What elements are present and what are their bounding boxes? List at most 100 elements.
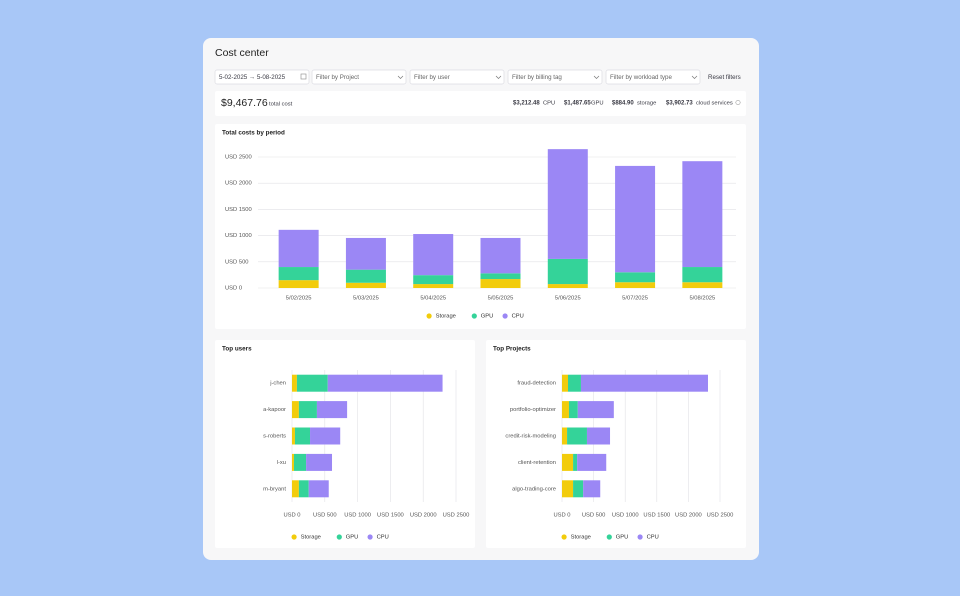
legend-swatch xyxy=(561,534,567,540)
chevron xyxy=(593,75,600,79)
total-cost: $9,467.76 xyxy=(221,97,268,109)
legend-swatch xyxy=(637,534,643,540)
cost-value: $3,902.73 xyxy=(666,101,693,107)
bar-segment xyxy=(562,453,574,471)
bar-segment xyxy=(547,258,588,285)
y-tick-label: m-bryant xyxy=(263,486,286,492)
date-picker[interactable] xyxy=(214,69,310,85)
workload-type-filter[interactable] xyxy=(605,69,701,85)
legend-label: Storage xyxy=(301,535,321,541)
billing-tag-filter-label[interactable]: Filter by billing tag xyxy=(512,74,562,81)
bar-segment xyxy=(580,374,708,392)
legend-label: CPU xyxy=(647,535,659,541)
bar-segment xyxy=(562,427,568,445)
bar-segment xyxy=(296,374,328,392)
legend-label: CPU xyxy=(377,535,389,541)
x-tick-label: 5/08/2025 xyxy=(689,296,715,302)
x-tick-label: USD 0 xyxy=(553,513,570,519)
x-tick-label: 5/04/2025 xyxy=(420,296,446,302)
info-icon[interactable] xyxy=(735,100,741,105)
chart-title: Top Projects xyxy=(493,346,531,353)
bar-segment xyxy=(573,480,584,498)
bar-segment xyxy=(577,401,614,419)
y-tick-label: fraud-detection xyxy=(517,381,556,387)
bar-segment xyxy=(568,374,581,392)
legend-swatch xyxy=(367,534,373,540)
legend-label: GPU xyxy=(481,314,494,320)
bar-segment xyxy=(292,427,295,445)
bar-segment xyxy=(567,427,587,445)
bar-segment xyxy=(293,453,307,471)
x-tick-label: USD 2000 xyxy=(410,513,437,519)
bar-segment xyxy=(413,275,454,285)
project-filter[interactable] xyxy=(311,69,407,85)
bar-segment xyxy=(306,453,333,471)
user-filter[interactable] xyxy=(409,69,505,85)
bar-segment xyxy=(292,401,299,419)
bar-segment xyxy=(316,401,348,419)
legend-swatch xyxy=(291,534,297,540)
bar-segment xyxy=(278,267,319,281)
bar-segment xyxy=(583,480,601,498)
summary-panel xyxy=(215,91,746,116)
y-tick-label: USD 2000 xyxy=(225,181,252,187)
user-filter-label[interactable]: Filter by user xyxy=(414,74,450,81)
chevron xyxy=(495,75,502,79)
x-tick-label: 5/02/2025 xyxy=(286,296,312,302)
x-tick-label: USD 0 xyxy=(283,513,300,519)
y-tick-label: l-xu xyxy=(277,460,286,466)
x-tick-label: USD 2500 xyxy=(443,513,470,519)
project-filter-label[interactable]: Filter by Project xyxy=(316,74,359,81)
y-tick-label: credit-risk-modeling xyxy=(505,434,556,440)
bar-segment xyxy=(413,284,454,288)
y-tick-label: USD 1000 xyxy=(225,233,252,239)
billing-tag-filter[interactable] xyxy=(507,69,603,85)
bar-segment xyxy=(615,282,656,288)
x-tick-label: USD 1500 xyxy=(377,513,404,519)
x-tick-label: USD 1000 xyxy=(344,513,371,519)
legend-label: CPU xyxy=(512,314,524,320)
legend-swatch xyxy=(471,313,477,319)
bar-segment xyxy=(547,149,588,259)
reset-filters[interactable]: Reset filters xyxy=(708,74,741,81)
date-range[interactable]: 5-02-2025 → 5-08-2025 xyxy=(219,74,286,81)
bar-segment xyxy=(294,427,311,445)
chart-panel xyxy=(215,340,475,548)
legend-swatch xyxy=(606,534,612,540)
y-tick-label: USD 0 xyxy=(225,286,242,292)
bar-segment xyxy=(292,480,299,498)
x-tick-label: USD 500 xyxy=(313,513,337,519)
bar-segment xyxy=(310,427,341,445)
x-tick-label: USD 1500 xyxy=(643,513,670,519)
chart-panel xyxy=(486,340,746,548)
chart-title: Total costs by period xyxy=(222,130,285,137)
legend-label: GPU xyxy=(616,535,629,541)
y-tick-label: s-roberts xyxy=(263,434,286,440)
cost-value: $3,212.48 xyxy=(513,101,540,107)
bar-segment xyxy=(345,282,386,288)
bar-segment xyxy=(413,234,454,276)
bar-segment xyxy=(682,267,723,283)
legend-swatch xyxy=(426,313,432,319)
legend-label: GPU xyxy=(346,535,359,541)
legend-swatch xyxy=(502,313,508,319)
page-title: Cost center xyxy=(215,47,269,59)
bar-segment xyxy=(480,273,521,280)
bar-segment xyxy=(562,374,569,392)
cost-value: $884.90 xyxy=(612,101,634,107)
x-tick-label: USD 500 xyxy=(582,513,606,519)
chart-title: Top users xyxy=(222,346,252,353)
legend-swatch xyxy=(336,534,342,540)
cost-value: $1,487.65 xyxy=(564,101,591,107)
y-tick-label: portfolio-optimizer xyxy=(510,407,556,413)
bar-segment xyxy=(615,165,656,273)
chevron xyxy=(691,75,698,79)
filter-bar: 5-02-2025 → 5-08-2025 Filter by Project … xyxy=(214,69,741,85)
x-tick-label: USD 2500 xyxy=(707,513,734,519)
bar-segment xyxy=(278,229,319,268)
bar-segment xyxy=(480,237,521,274)
cost-label: GPU xyxy=(591,101,604,107)
calendar-icon[interactable] xyxy=(300,73,307,80)
workload-type-filter-label[interactable]: Filter by workload type xyxy=(610,74,672,81)
